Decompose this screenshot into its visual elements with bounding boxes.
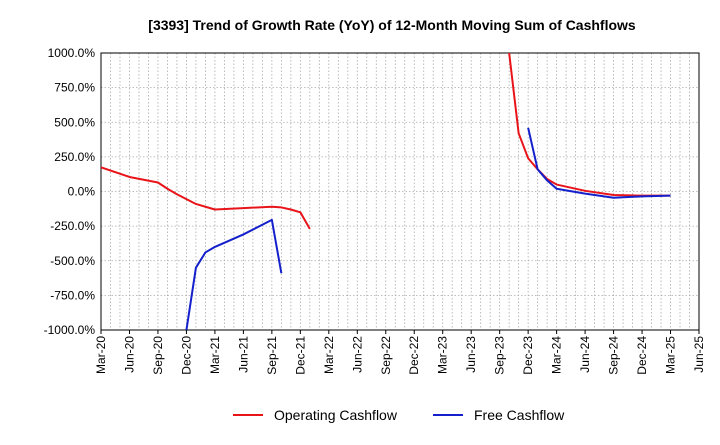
- x-tick-label: Jun-21: [236, 336, 250, 373]
- x-tick-label: Sep-22: [379, 336, 393, 375]
- x-tick-label: Mar-22: [322, 336, 336, 374]
- x-tick-label: Sep-23: [493, 336, 507, 375]
- legend-item-free-cashflow: Free Cashflow: [433, 407, 565, 423]
- series-layer: [101, 53, 671, 330]
- x-tick-label: Dec-21: [293, 336, 307, 375]
- x-tick-label: Sep-20: [151, 336, 165, 375]
- grid-layer: [100, 52, 700, 331]
- legend-label: Operating Cashflow: [274, 407, 398, 423]
- free-cashflow-line: [185, 127, 671, 330]
- x-tick-label: Sep-24: [607, 336, 621, 375]
- x-tick-label: Mar-25: [664, 336, 678, 374]
- plot-border: [100, 52, 700, 331]
- x-tick-label: Sep-21: [265, 336, 279, 375]
- chart-title: [3393] Trend of Growth Rate (YoY) of 12-…: [148, 17, 636, 33]
- y-tick-label: -750.0%: [50, 288, 95, 302]
- x-tick-label: Jun-23: [464, 336, 478, 373]
- y-tick-label: 250.0%: [54, 150, 95, 164]
- x-tick-label: Dec-22: [407, 336, 421, 375]
- x-tick-label: Jun-20: [122, 336, 136, 373]
- y-tick-label: -1000.0%: [44, 323, 96, 337]
- x-tick-label: Jun-24: [578, 336, 592, 373]
- x-tick-label: Dec-20: [179, 336, 193, 375]
- y-tick-label: 500.0%: [54, 115, 95, 129]
- y-tick-label: 1000.0%: [48, 46, 96, 60]
- x-tick-label: Mar-23: [436, 336, 450, 374]
- x-tick-label: Dec-23: [521, 336, 535, 375]
- legend-label: Free Cashflow: [474, 407, 565, 423]
- x-tick-label: Jun-22: [350, 336, 364, 373]
- x-tick-label: Jun-25: [692, 336, 706, 373]
- legend-item-operating-cashflow: Operating Cashflow: [233, 407, 398, 423]
- x-tick-label: Dec-24: [635, 336, 649, 375]
- x-tick-label: Mar-20: [94, 336, 108, 374]
- x-tick-label: Mar-24: [550, 336, 564, 374]
- y-tick-label: 0.0%: [68, 185, 96, 199]
- y-tick-label: -250.0%: [50, 219, 95, 233]
- legend: Operating Cashflow Free Cashflow: [233, 407, 565, 423]
- operating-cashflow-line: [101, 53, 671, 230]
- axis-layer: 1000.0% 750.0% 500.0% 250.0% 0.0% -250.0% -500…: [44, 46, 706, 375]
- y-tick-label: 750.0%: [54, 81, 95, 95]
- x-tick-label: Mar-21: [208, 336, 222, 374]
- y-tick-label: -500.0%: [50, 254, 95, 268]
